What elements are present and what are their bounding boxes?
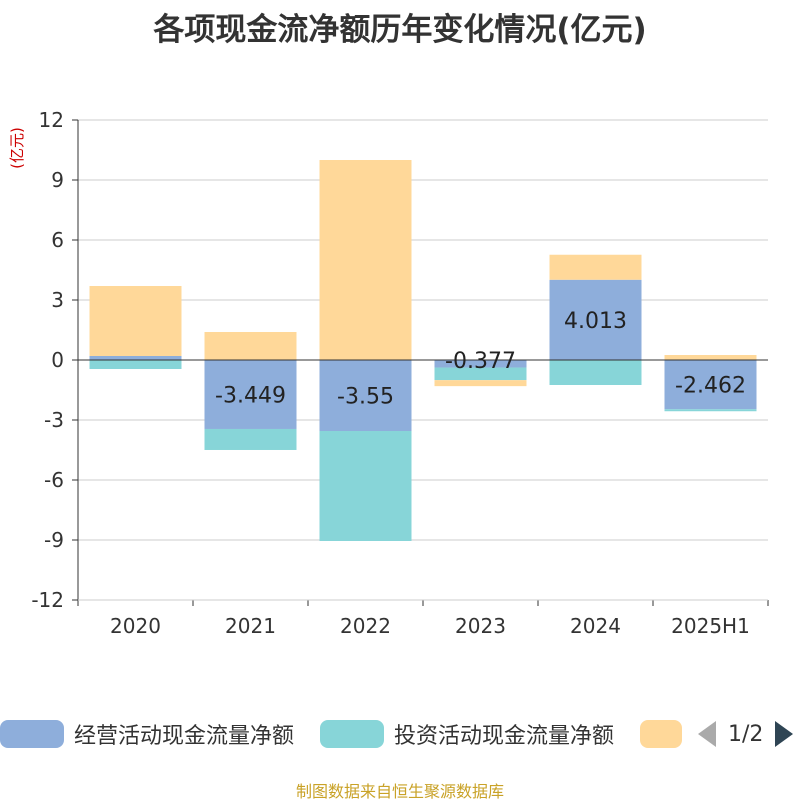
y-tick-label: 9 <box>51 168 64 192</box>
bar-0-2022 <box>319 360 412 431</box>
bar-1-2020 <box>89 360 182 369</box>
data-label-2025H1: -2.462 <box>675 374 746 399</box>
bars <box>89 160 757 541</box>
x-tick-label: 2023 <box>455 614 506 638</box>
bar-0-2020 <box>89 356 182 360</box>
bar-0-2024 <box>549 279 642 360</box>
data-label-2023: -0.377 <box>445 349 516 374</box>
bar-0-2023 <box>434 360 527 368</box>
legend-label: 经营活动现金流量净额 <box>74 724 295 749</box>
y-tick-label: -3 <box>44 408 64 432</box>
bar-1-2022 <box>319 431 412 541</box>
legend-label: 投资活动现金流量净额 <box>394 724 615 749</box>
legend-item-financing[interactable] <box>640 716 682 752</box>
bar-2-2020 <box>89 286 182 356</box>
legend-pager: 1/2 <box>698 716 794 752</box>
bar-2-2021 <box>204 332 297 360</box>
y-tick-label: 6 <box>51 228 64 252</box>
legend-item-operating[interactable]: 经营活动现金流量净额 <box>0 716 294 752</box>
x-tick-label: 2020 <box>110 614 161 638</box>
y-tick-label: 0 <box>51 348 64 372</box>
y-tick-label: -6 <box>44 468 64 492</box>
chart-canvas: 12 9 6 3 0 -3 -6 -9 -12 2020 2021 2022 2023 2024 2025H… <box>8 108 769 638</box>
bar-0-2025H1 <box>664 360 757 410</box>
chevron-left-icon[interactable] <box>698 721 716 747</box>
data-labels: -3.449 -3.55 -0.377 4.013 -2.462 <box>215 309 746 410</box>
bar-2-2025H1 <box>664 355 757 360</box>
source-footer: 制图数据来自恒生聚源数据库 <box>295 782 504 801</box>
data-label-2022: -3.55 <box>337 385 394 410</box>
bar-1-2021 <box>204 428 297 450</box>
x-tick-label: 2022 <box>340 614 391 638</box>
bar-1-2025H1 <box>664 409 757 412</box>
bar-0-2021 <box>204 360 297 429</box>
x-tick-label: 2024 <box>570 614 621 638</box>
y-tick-label: 3 <box>51 288 64 312</box>
bar-2-2023 <box>434 380 527 387</box>
bar-1-2024 <box>549 360 642 385</box>
y-tick-label: -12 <box>31 588 64 612</box>
y-axis-unit-label: (亿元) <box>8 127 26 169</box>
pager-text: 1/2 <box>728 721 764 747</box>
x-tick-label: 2025H1 <box>671 614 750 638</box>
legend-swatch <box>0 720 64 748</box>
chevron-right-icon[interactable] <box>775 721 794 747</box>
bar-2-2022 <box>319 160 412 360</box>
legend-swatch <box>320 720 384 748</box>
data-label-2024: 4.013 <box>564 309 627 334</box>
bar-2-2024 <box>549 254 642 280</box>
legend: 经营活动现金流量净额 投资活动现金流量净额 1/2 <box>0 716 800 756</box>
x-tick-label: 2021 <box>225 614 276 638</box>
axes: 12 9 6 3 0 -3 -6 -9 -12 2020 2021 2022 2023 2024 2025H… <box>31 108 769 638</box>
y-tick-label: -9 <box>44 528 64 552</box>
chart-title: 各项现金流净额历年变化情况(亿元) <box>153 12 647 48</box>
y-tick-label: 12 <box>39 108 64 132</box>
legend-swatch <box>640 720 682 748</box>
bar-1-2023 <box>434 367 527 381</box>
data-label-2021: -3.449 <box>215 383 286 408</box>
legend-item-investing[interactable]: 投资活动现金流量净额 <box>320 716 614 752</box>
